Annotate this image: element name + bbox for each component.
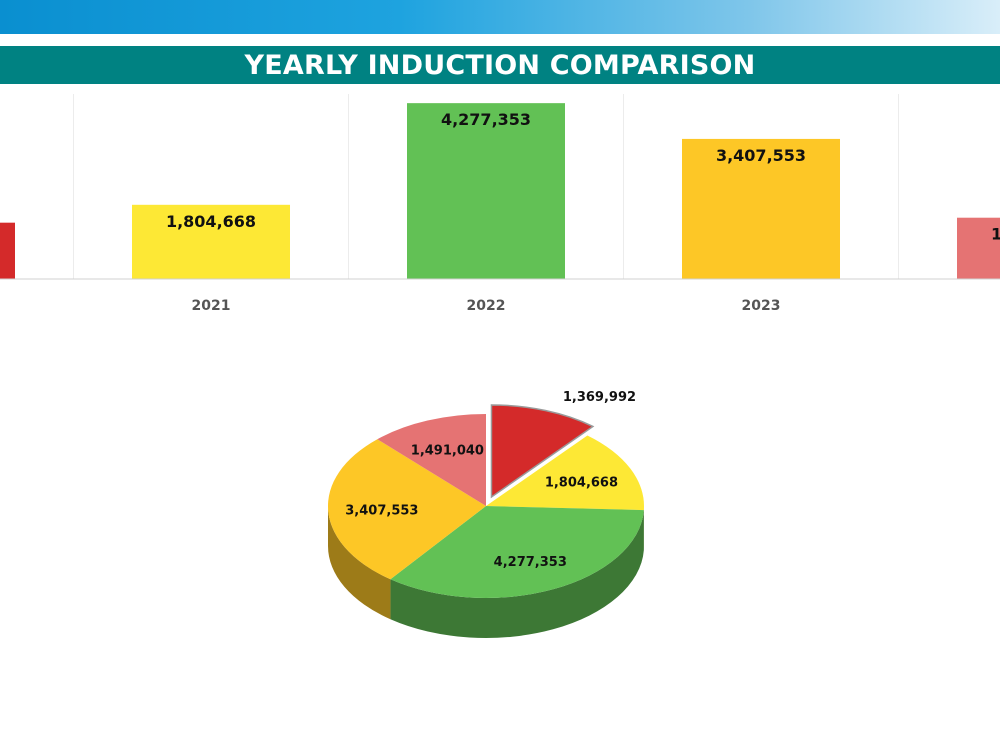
title-banner: YEARLY INDUCTION COMPARISON bbox=[0, 46, 1000, 84]
x-tick-label: 2022 bbox=[467, 298, 506, 314]
pie-slice-2023 bbox=[327, 439, 486, 580]
pie-slice-2020 bbox=[490, 404, 595, 499]
x-tick-label: 2023 bbox=[742, 298, 781, 314]
x-tick-label: 2021 bbox=[192, 298, 231, 314]
bar-data-label: 1,804,668 bbox=[166, 212, 256, 231]
pie-data-label: 3,407,553 bbox=[345, 503, 418, 518]
pie-data-label: 1,804,668 bbox=[545, 476, 618, 491]
bar-2024 bbox=[957, 217, 1000, 279]
bar-data-label: 3,407,553 bbox=[716, 146, 806, 165]
pie-slice-2024 bbox=[377, 414, 486, 506]
bar-data-label: 1,491,040 bbox=[991, 225, 1000, 244]
bar-chart: 1,369,99220201,804,66820214,277,35320223… bbox=[0, 94, 1000, 314]
pie-data-label: 4,277,353 bbox=[494, 555, 567, 570]
bar-2023 bbox=[682, 138, 840, 279]
page-title: YEARLY INDUCTION COMPARISON bbox=[244, 49, 756, 81]
bar-data-label: 4,277,353 bbox=[441, 110, 531, 129]
pie-data-label: 1,491,040 bbox=[411, 444, 484, 459]
bar-2020 bbox=[0, 222, 15, 279]
pie-group bbox=[327, 404, 644, 638]
bar-2022 bbox=[407, 103, 565, 280]
pie-side-2023 bbox=[328, 506, 391, 620]
pie-data-label: 1,369,992 bbox=[563, 390, 636, 405]
top-gradient-band bbox=[0, 0, 1000, 34]
bar-2021 bbox=[132, 204, 290, 279]
pie-chart: 1,369,992 1,804,668 4,277,353 3,407,553 1,49… bbox=[327, 390, 644, 638]
pie-slice-2021 bbox=[486, 435, 644, 511]
pie-side-2022 bbox=[390, 510, 644, 638]
pie-slice-2022 bbox=[390, 506, 644, 598]
